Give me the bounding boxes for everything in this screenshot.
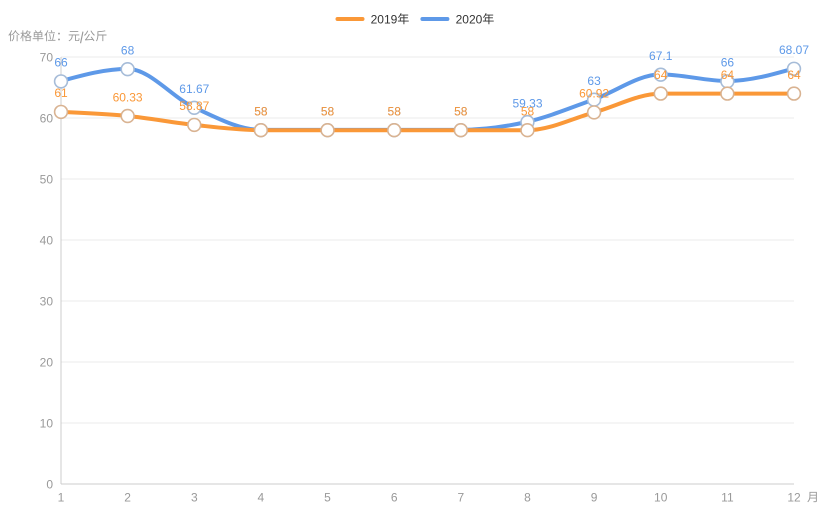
svg-text:68.07: 68.07 — [779, 43, 809, 57]
svg-text:12: 12 — [787, 490, 801, 504]
svg-text:60: 60 — [40, 111, 54, 125]
svg-text:64: 64 — [787, 68, 801, 82]
svg-text:2: 2 — [124, 490, 131, 504]
svg-text:58: 58 — [254, 105, 268, 119]
svg-text:68: 68 — [121, 44, 135, 58]
svg-text:58: 58 — [454, 105, 468, 119]
svg-text:58: 58 — [321, 105, 335, 119]
svg-text:10: 10 — [40, 416, 54, 430]
svg-text:66: 66 — [721, 56, 735, 70]
svg-text:10: 10 — [654, 490, 668, 504]
svg-text:2019: 2019 — [371, 12, 398, 26]
svg-text:58: 58 — [254, 105, 268, 119]
svg-text:0: 0 — [46, 477, 53, 491]
svg-text:63: 63 — [587, 74, 601, 88]
svg-text:60.92: 60.92 — [579, 87, 609, 101]
svg-text:8: 8 — [524, 490, 531, 504]
svg-text:20: 20 — [40, 355, 54, 369]
svg-text:66: 66 — [54, 56, 68, 70]
svg-text:58: 58 — [388, 105, 402, 119]
svg-text:61: 61 — [54, 86, 68, 100]
svg-text:67.1: 67.1 — [649, 49, 673, 63]
svg-text:59.33: 59.33 — [512, 96, 542, 110]
svg-text:58: 58 — [521, 105, 535, 119]
svg-text:3: 3 — [191, 490, 198, 504]
svg-text:4: 4 — [258, 490, 265, 504]
svg-text:1: 1 — [58, 490, 65, 504]
svg-text:7: 7 — [457, 490, 464, 504]
svg-text:5: 5 — [324, 490, 331, 504]
svg-text:70: 70 — [40, 50, 54, 64]
svg-text:9: 9 — [591, 490, 598, 504]
svg-text:11: 11 — [721, 490, 734, 504]
svg-text:60.33: 60.33 — [113, 90, 143, 104]
svg-text:64: 64 — [654, 68, 668, 82]
svg-text:58: 58 — [388, 105, 402, 119]
svg-text:58.87: 58.87 — [179, 99, 209, 113]
svg-text:58: 58 — [454, 105, 468, 119]
svg-text:40: 40 — [40, 233, 54, 247]
svg-text:58: 58 — [321, 105, 335, 119]
svg-text:61.67: 61.67 — [179, 82, 209, 96]
svg-text:6: 6 — [391, 490, 398, 504]
svg-text:64: 64 — [721, 68, 735, 82]
svg-text:50: 50 — [40, 172, 54, 186]
svg-text:2020: 2020 — [456, 12, 483, 26]
svg-text:30: 30 — [40, 294, 54, 308]
